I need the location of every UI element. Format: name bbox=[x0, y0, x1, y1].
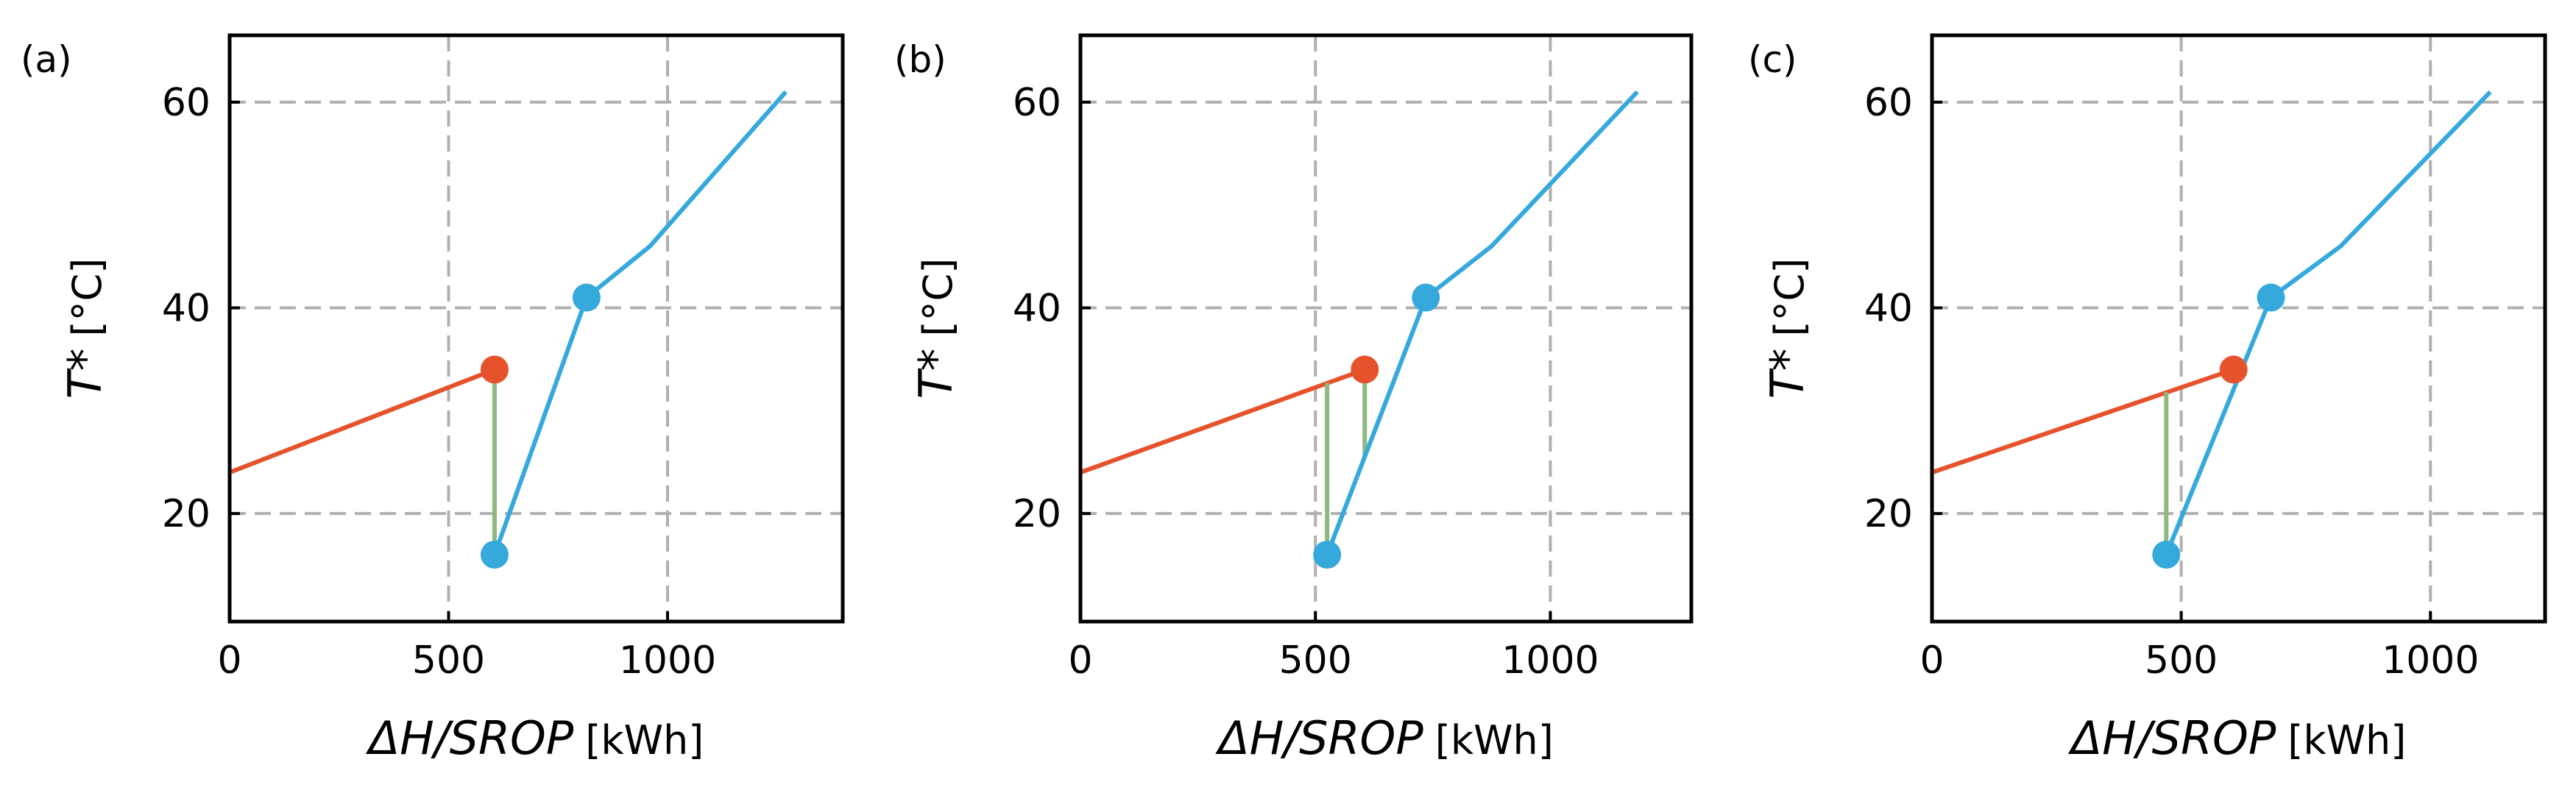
y-axis-label-unit: [°C] bbox=[1766, 258, 1813, 337]
cold-curve-marker bbox=[2152, 541, 2181, 569]
y-tick-label: 20 bbox=[1864, 492, 1913, 536]
y-tick-label: 40 bbox=[1013, 287, 1061, 331]
y-axis-label: T* [°C] bbox=[909, 258, 963, 399]
hot-composite-curve bbox=[228, 367, 496, 475]
x-tick-label: 1000 bbox=[619, 638, 716, 683]
x-tick-label: 1000 bbox=[2382, 638, 2479, 683]
chart-panel-c: (c) 0 500 1000 20 40 60 ΔH/SROP [kWh] T* [°C] bbox=[1748, 33, 2547, 765]
chart-panel-a: (a) 0 500 1000 20 40 60 ΔH/SROP [kWh] T* [°C] bbox=[21, 33, 845, 765]
hot-composite-curve bbox=[1079, 367, 1366, 475]
y-axis-label-main: T* bbox=[1761, 348, 1814, 399]
y-tick-label: 20 bbox=[162, 492, 210, 536]
x-axis-label-main: ΔH/SROP bbox=[2068, 711, 2276, 765]
y-axis-label: T* [°C] bbox=[1761, 258, 1814, 399]
y-tick-label: 20 bbox=[1013, 492, 1061, 536]
plot-frame bbox=[227, 33, 845, 624]
cold-curve-marker bbox=[1313, 541, 1342, 569]
x-axis-label-main: ΔH/SROP bbox=[1215, 711, 1423, 765]
x-tick-label: 500 bbox=[2145, 638, 2218, 683]
hot-curve-marker bbox=[1351, 355, 1379, 384]
cold-composite-curve bbox=[1325, 90, 1639, 556]
x-axis-label: ΔH/SROP [kWh] bbox=[366, 711, 704, 765]
x-tick-label: 500 bbox=[412, 638, 485, 683]
y-tick-label: 60 bbox=[1864, 81, 1913, 125]
y-tick-label: 60 bbox=[162, 81, 210, 125]
y-tick-label: 60 bbox=[1013, 81, 1061, 125]
panel-label: (a) bbox=[21, 38, 72, 81]
y-axis-label-main: T* bbox=[58, 348, 112, 399]
y-axis-label-main: T* bbox=[909, 348, 963, 399]
x-axis-label-main: ΔH/SROP bbox=[366, 711, 574, 765]
x-tick-label: 0 bbox=[1068, 638, 1092, 683]
y-axis-label-unit: [°C] bbox=[64, 258, 110, 337]
y-tick-label: 40 bbox=[162, 287, 210, 331]
cold-curve-marker bbox=[480, 541, 509, 569]
hot-curve-marker bbox=[2219, 355, 2248, 384]
hot-curve-marker bbox=[480, 355, 509, 384]
x-tick-label: 1000 bbox=[1501, 638, 1599, 683]
x-axis-label-unit: [kWh] bbox=[585, 717, 704, 764]
hot-composite-curve bbox=[1931, 367, 2234, 475]
plot-frame bbox=[1078, 33, 1694, 624]
cold-curve-marker bbox=[2257, 283, 2285, 312]
cold-composite-curve bbox=[492, 90, 788, 556]
cold-curve-marker bbox=[1412, 283, 1440, 312]
panel-label: (c) bbox=[1748, 38, 1797, 81]
y-axis-label-unit: [°C] bbox=[915, 258, 961, 337]
x-axis-label: ΔH/SROP [kWh] bbox=[1215, 711, 1554, 765]
plot-frame bbox=[1930, 33, 2547, 624]
x-tick-label: 500 bbox=[1279, 638, 1352, 683]
x-tick-label: 0 bbox=[217, 638, 241, 683]
y-tick-label: 40 bbox=[1864, 287, 1913, 331]
cold-composite-curve bbox=[2164, 90, 2492, 556]
y-axis-label: T* [°C] bbox=[58, 258, 112, 399]
chart-panel-b: (b) 0 500 1000 20 40 60 ΔH/SROP [kWh] T* [°C] bbox=[894, 33, 1694, 765]
cold-curve-marker bbox=[572, 283, 601, 312]
panel-label: (b) bbox=[894, 38, 946, 81]
x-axis-label-unit: [kWh] bbox=[1435, 717, 1554, 764]
x-axis-label: ΔH/SROP [kWh] bbox=[2068, 711, 2407, 765]
x-tick-label: 0 bbox=[1919, 638, 1944, 683]
x-axis-label-unit: [kWh] bbox=[2287, 717, 2406, 764]
